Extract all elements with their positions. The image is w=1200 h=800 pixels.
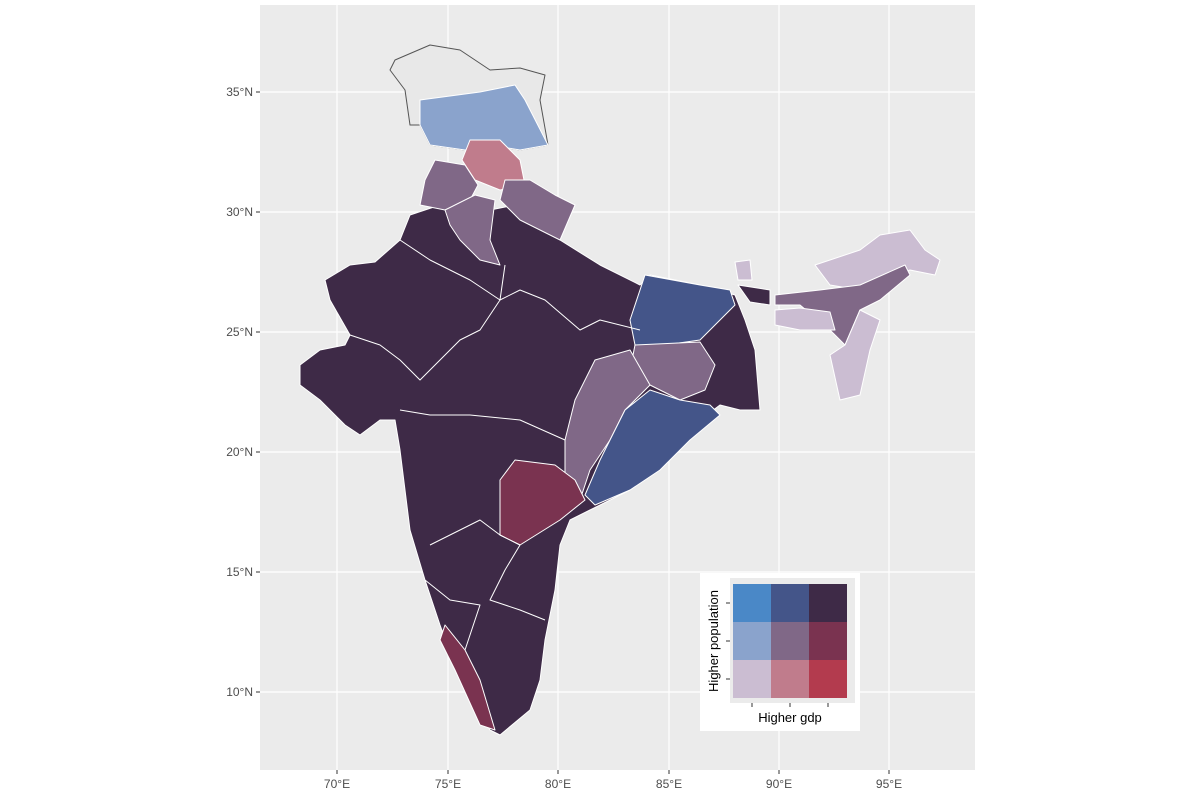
legend-cell [809,584,847,622]
state-borders [349,289,641,381]
legend-cell [771,622,809,660]
x-tick-label: 75°E [435,777,461,791]
region-chhattisgarh [564,349,651,501]
region-uttarakhand [499,179,576,241]
legend-cell [771,584,809,622]
region-odisha [584,389,721,506]
state-borders [424,579,481,651]
x-tick-label: 90°E [766,777,792,791]
region-wb-north [737,284,771,306]
state-borders [429,519,546,621]
legend-cell [809,660,847,698]
state-borders [399,239,506,301]
y-axis: 35°N 30°N 25°N 20°N 15°N 10°N [226,85,260,699]
legend-cell [733,584,771,622]
x-tick-label: 70°E [324,777,350,791]
y-tick-label: 20°N [226,445,253,459]
legend-x-label: Higher gdp [758,710,822,725]
region-assam [774,264,911,346]
region-bihar [629,274,736,346]
region-meghalaya [774,307,836,331]
x-tick-label: 80°E [545,777,571,791]
legend-cell [809,622,847,660]
region-northeast-south [829,309,881,401]
legend-cell [771,660,809,698]
y-tick-label: 35°N [226,85,253,99]
y-tick-label: 15°N [226,565,253,579]
legend-cell [733,622,771,660]
x-tick-label: 95°E [876,777,902,791]
region-kerala [439,624,496,731]
y-tick-label: 30°N [226,205,253,219]
legend-y-label: Higher population [706,590,721,692]
y-tick-label: 10°N [226,685,253,699]
region-jammu-kashmir [419,84,549,151]
region-haryana [444,194,501,266]
x-axis: 70°E 75°E 80°E 85°E 90°E 95°E [324,770,902,791]
y-tick-label: 25°N [226,325,253,339]
state-borders [399,409,566,441]
region-telangana [499,459,586,546]
bivariate-legend: Higher gdp Higher population [700,573,860,731]
legend-cell [733,660,771,698]
region-sikkim [734,259,753,281]
x-tick-label: 85°E [656,777,682,791]
